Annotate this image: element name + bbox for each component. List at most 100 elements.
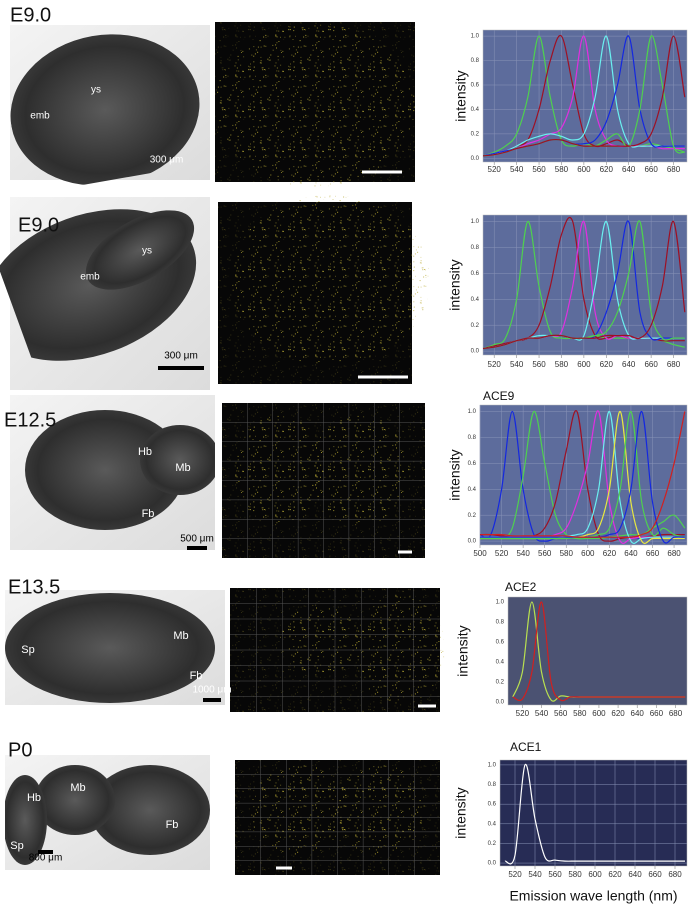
y-tick-label: 0.2 [471, 323, 480, 329]
x-tick-label: 520 [488, 165, 502, 174]
chart-title: ACE2 [505, 580, 537, 594]
chart-title: ACE1 [510, 740, 542, 754]
y-tick-label: 0.6 [488, 802, 497, 808]
plot-area [499, 759, 688, 867]
region-label: Sp [21, 644, 34, 656]
specimen [25, 410, 185, 530]
x-tick-label: 640 [622, 360, 636, 369]
fluorescence-signal [215, 23, 415, 187]
x-tick-label: 620 [608, 870, 622, 879]
fluorescence-signal [230, 195, 430, 365]
specimen [140, 425, 215, 495]
plot-area [482, 29, 688, 163]
y-tick-label: 0.4 [471, 297, 480, 303]
scale-bar-label: 300 μm [164, 351, 198, 362]
x-tick-label: 580 [560, 549, 574, 558]
region-label: Sp [10, 840, 23, 852]
x-tick-label: 560 [548, 870, 562, 879]
y-axis-label: intensity [455, 625, 471, 676]
region-label: Fb [166, 819, 179, 831]
x-tick-label: 640 [622, 165, 636, 174]
x-tick-label: 580 [555, 165, 569, 174]
fluorescence-signal [235, 415, 325, 525]
region-label: Mb [175, 462, 190, 474]
specimen [90, 765, 210, 855]
x-axis-label: Emission wave length (nm) [509, 888, 677, 904]
y-tick-label: 0.6 [471, 271, 480, 277]
x-tick-label: 540 [510, 360, 524, 369]
x-tick-label: 580 [573, 709, 587, 718]
y-tick-label: 0.4 [488, 821, 497, 827]
x-tick-label: 540 [528, 870, 542, 879]
y-tick-label: 0.6 [496, 640, 505, 646]
y-tick-label: 1.0 [471, 34, 480, 40]
scale-bar-label: 800 μm [29, 853, 63, 864]
y-tick-label: 0.0 [471, 349, 480, 355]
region-label: ys [91, 85, 101, 96]
x-tick-label: 680 [669, 709, 683, 718]
x-tick-label: 680 [667, 165, 681, 174]
y-tick-label: 0.8 [496, 620, 505, 626]
x-tick-label: 600 [577, 360, 591, 369]
specimen [10, 34, 200, 186]
x-tick-label: 620 [611, 709, 625, 718]
region-label: Mb [173, 630, 188, 642]
x-tick-label: 640 [624, 549, 638, 558]
x-tick-label: 600 [581, 549, 595, 558]
y-tick-label: 0.4 [496, 660, 505, 666]
y-tick-label: 0.0 [468, 539, 477, 545]
x-tick-label: 520 [488, 360, 502, 369]
x-tick-label: 580 [568, 870, 582, 879]
stage-label: E9.0 [18, 214, 59, 236]
y-tick-label: 0.2 [471, 131, 480, 137]
x-tick-label: 540 [516, 549, 530, 558]
region-label: Hb [138, 446, 152, 458]
region-label: emb [30, 111, 50, 122]
y-tick-label: 0.8 [468, 435, 477, 441]
fluorescence-signal [250, 765, 350, 855]
scale-bar-label: 500 μm [180, 534, 214, 545]
y-axis-label: intensity [453, 70, 469, 121]
y-tick-label: 0.8 [471, 58, 480, 64]
y-tick-label: 0.4 [468, 487, 477, 493]
x-tick-label: 600 [577, 165, 591, 174]
spectrum-line [504, 764, 685, 865]
x-tick-label: 520 [508, 870, 522, 879]
x-tick-label: 540 [510, 165, 524, 174]
y-tick-label: 0.2 [496, 680, 505, 686]
x-tick-label: 640 [631, 709, 645, 718]
stage-label: P0 [8, 739, 32, 761]
region-label: Fb [142, 508, 155, 520]
y-axis-label: intensity [447, 259, 463, 310]
x-tick-label: 560 [532, 360, 546, 369]
stage-label: E9.0 [10, 4, 51, 26]
fluorescence-signal [310, 415, 410, 525]
region-label: ys [142, 246, 152, 257]
y-tick-label: 0.4 [471, 107, 480, 113]
x-tick-label: 600 [588, 870, 602, 879]
x-tick-label: 680 [667, 360, 681, 369]
y-tick-label: 1.0 [471, 219, 480, 225]
x-tick-label: 660 [650, 709, 664, 718]
x-tick-label: 620 [600, 360, 614, 369]
scale-bar-label: 1000 μm [192, 685, 231, 696]
y-tick-label: 0.2 [488, 841, 497, 847]
spectrum-line [483, 35, 685, 157]
x-tick-label: 500 [473, 549, 487, 558]
region-label: Hb [27, 792, 41, 804]
y-tick-label: 1.0 [488, 762, 497, 768]
region-label: Fb [190, 670, 203, 682]
fluorescence-signal [335, 765, 425, 855]
x-tick-label: 560 [538, 549, 552, 558]
y-tick-label: 1.0 [468, 409, 477, 415]
x-tick-label: 560 [532, 165, 546, 174]
x-tick-label: 620 [603, 549, 617, 558]
x-tick-label: 640 [628, 870, 642, 879]
region-label: emb [80, 272, 100, 283]
y-tick-label: 0.8 [471, 245, 480, 251]
x-tick-label: 680 [668, 870, 682, 879]
y-tick-label: 1.0 [496, 600, 505, 606]
stage-label: E12.5 [4, 409, 56, 431]
y-axis-label: intensity [447, 449, 463, 500]
